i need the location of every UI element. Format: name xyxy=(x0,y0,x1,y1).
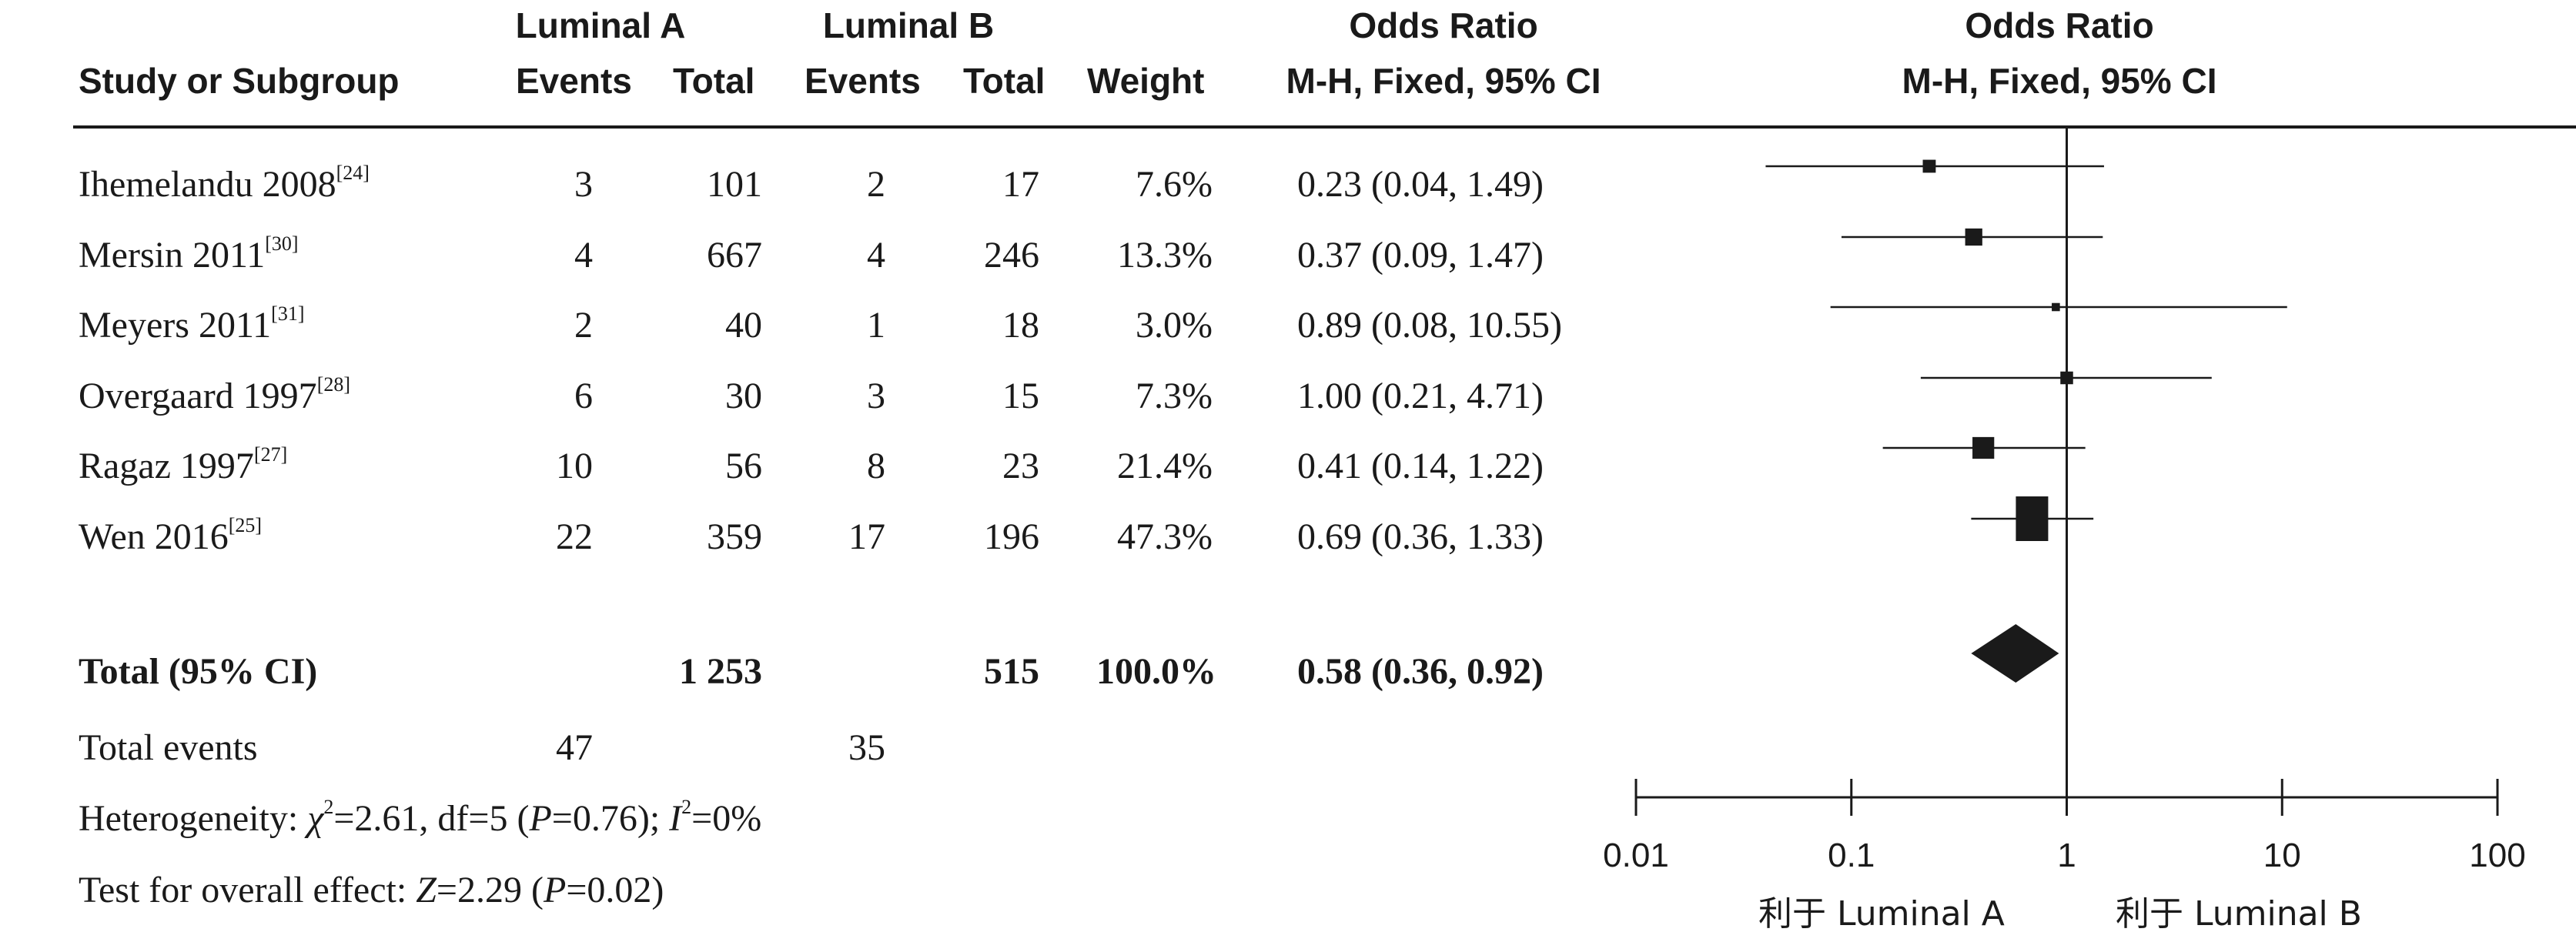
a-events: 2 xyxy=(574,305,593,346)
a-events: 3 xyxy=(574,164,593,205)
b-events: 2 xyxy=(867,164,885,205)
study-marker xyxy=(2052,302,2060,312)
pooled-diamond xyxy=(1971,624,2059,683)
overall-p-value: =0.02) xyxy=(566,870,664,910)
study-marker xyxy=(1922,159,1936,173)
x-tick-label: 0.1 xyxy=(1828,837,1875,874)
study-ref: [25] xyxy=(228,514,263,536)
overall-effect-text: Test for overall effect: Z=2.29 (P=0.02) xyxy=(79,872,664,909)
a-events: 4 xyxy=(574,235,593,276)
b-total: 18 xyxy=(1002,305,1039,346)
b-total: 15 xyxy=(1002,376,1039,416)
study-ref: [28] xyxy=(316,373,351,396)
study-ref: [30] xyxy=(265,232,299,255)
study-ref: [24] xyxy=(336,162,370,184)
overall-prefix: Test for overall effect: xyxy=(79,870,417,910)
p-symbol: P xyxy=(529,798,552,839)
i-value: =0% xyxy=(691,798,762,839)
or-method-header: M-H, Fixed, 95% CI xyxy=(1286,61,1601,101)
total-label: Total (95% CI) xyxy=(79,651,318,692)
a-events-header: Events xyxy=(516,61,632,101)
b-events: 17 xyxy=(848,516,885,557)
a-events: 6 xyxy=(574,376,593,416)
i-sup: 2 xyxy=(681,796,692,818)
ci-text: 0.23 (0.04, 1.49) xyxy=(1297,164,1544,205)
a-total: 40 xyxy=(725,305,762,346)
chi-value: =2.61, df=5 ( xyxy=(333,798,530,839)
study-name: Overgaard 1997 xyxy=(79,376,317,416)
z-symbol: Z xyxy=(416,870,437,910)
z-value: =2.29 ( xyxy=(436,870,544,910)
b-events: 1 xyxy=(867,305,885,346)
events-b: 35 xyxy=(848,727,885,768)
plot-method-header: M-H, Fixed, 95% CI xyxy=(1902,61,2217,101)
weight: 7.6% xyxy=(1136,164,1213,205)
study-column-header: Study or Subgroup xyxy=(79,61,400,101)
b-events: 3 xyxy=(867,376,885,416)
study-marker xyxy=(2016,496,2049,541)
a-total: 101 xyxy=(707,164,762,205)
b-total: 17 xyxy=(1002,164,1039,205)
events-label: Total events xyxy=(79,727,258,768)
a-total: 667 xyxy=(707,235,762,276)
x-tick-label: 1 xyxy=(2057,837,2076,874)
study-name: Ihemelandu 2008 xyxy=(79,164,336,205)
events-a: 47 xyxy=(556,727,593,768)
x-tick-label: 0.01 xyxy=(1603,837,1669,874)
weight: 7.3% xyxy=(1136,376,1213,416)
b-events-header: Events xyxy=(805,61,921,101)
ci-text: 0.89 (0.08, 10.55) xyxy=(1297,305,1562,346)
or-title-header: Odds Ratio xyxy=(1349,5,1538,45)
study-marker xyxy=(1965,228,1982,246)
group-b-header: Luminal B xyxy=(822,5,995,45)
study-name: Mersin 2011 xyxy=(79,235,266,276)
b-total: 196 xyxy=(984,516,1039,557)
a-events: 22 xyxy=(556,516,593,557)
weight: 47.3% xyxy=(1117,516,1213,557)
study-name: Meyers 2011 xyxy=(79,305,272,346)
overall-p-symbol: P xyxy=(543,870,567,910)
study-name: Wen 2016 xyxy=(79,516,229,557)
ci-text: 1.00 (0.21, 4.71) xyxy=(1297,376,1544,416)
b-total: 23 xyxy=(1002,446,1039,486)
heterogeneity-text: Heterogeneity: χ2=2.61, df=5 (P=0.76); I… xyxy=(79,797,762,839)
study-marker xyxy=(1972,436,1995,459)
a-total: 56 xyxy=(725,446,762,486)
group-a-header: Luminal A xyxy=(515,5,686,45)
a-total-header: Total xyxy=(673,61,755,101)
a-events: 10 xyxy=(556,446,593,486)
p-value: =0.76); xyxy=(551,798,670,839)
favours-right-label: 利于 Luminal B xyxy=(2116,894,2362,934)
study-marker xyxy=(2060,371,2073,385)
b-total-header: Total xyxy=(963,61,1045,101)
a-total: 359 xyxy=(707,516,762,557)
total-a-total: 1 253 xyxy=(679,651,762,692)
weight-header: Weight xyxy=(1087,61,1205,101)
plot-title-header: Odds Ratio xyxy=(1965,5,2154,45)
favours-left-label: 利于 Luminal A xyxy=(1758,894,2005,934)
b-events: 8 xyxy=(867,446,885,486)
study-name: Ragaz 1997 xyxy=(79,446,254,486)
x-tick-label: 10 xyxy=(2263,837,2301,874)
b-events: 4 xyxy=(867,235,885,276)
total-weight: 100.0% xyxy=(1096,651,1216,692)
ci-text: 0.41 (0.14, 1.22) xyxy=(1297,446,1544,486)
a-total: 30 xyxy=(725,376,762,416)
total-ci-text: 0.58 (0.36, 0.92) xyxy=(1297,651,1544,692)
study-ref: [27] xyxy=(253,443,288,466)
weight: 3.0% xyxy=(1136,305,1213,346)
ci-text: 0.69 (0.36, 1.33) xyxy=(1297,516,1544,557)
ci-text: 0.37 (0.09, 1.47) xyxy=(1297,235,1544,276)
total-b-total: 515 xyxy=(984,651,1039,692)
weight: 13.3% xyxy=(1117,235,1213,276)
chi-sup: 2 xyxy=(323,796,334,818)
weight: 21.4% xyxy=(1117,446,1213,486)
heterogeneity-prefix: Heterogeneity: xyxy=(79,798,308,839)
chi-symbol: χ xyxy=(307,798,324,839)
b-total: 246 xyxy=(984,235,1039,276)
i-symbol: I xyxy=(669,798,682,839)
study-ref: [31] xyxy=(271,302,305,325)
x-tick-label: 100 xyxy=(2469,837,2525,874)
